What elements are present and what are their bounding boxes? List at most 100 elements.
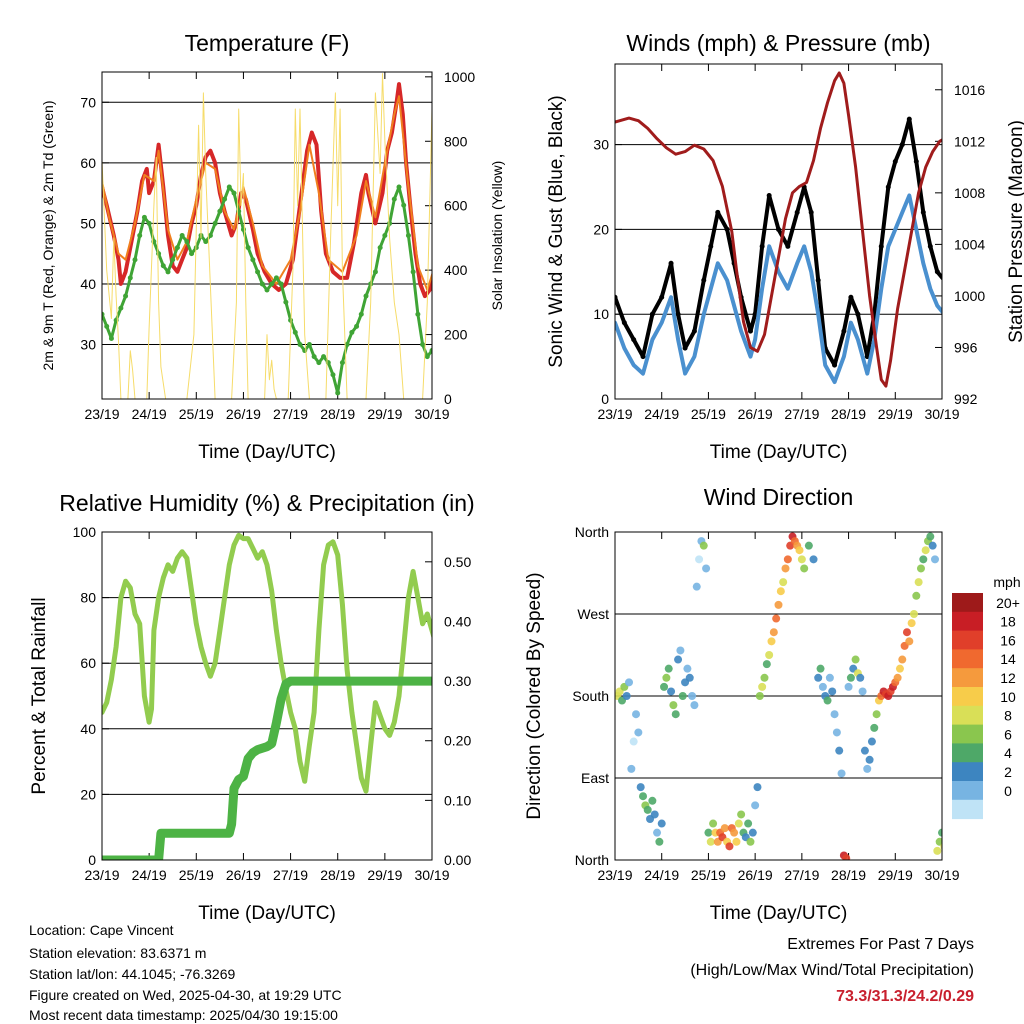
wind-direction-ytick-label: South [572, 688, 609, 704]
winds-ytick-label: 0 [601, 391, 609, 407]
wind-direction-point [945, 674, 953, 682]
temperature-series-3 [102, 73, 432, 399]
colorbar-swatch [952, 649, 983, 669]
wind-direction-point [809, 555, 818, 564]
temperature-ytick-label: 30 [80, 337, 96, 353]
temperature-series-2-point [410, 269, 416, 275]
winds-series-0-point [659, 294, 665, 300]
winds-series-0-point [615, 294, 618, 300]
winds-series-0-point [808, 209, 814, 215]
wind-direction-point [914, 578, 923, 587]
humidity-xtick-label: 28/19 [320, 867, 355, 883]
wind-direction-point [933, 846, 942, 855]
colorbar-swatch [952, 743, 983, 763]
temperature-series-2-point [292, 329, 298, 335]
winds-series-0 [615, 117, 942, 368]
wind-direction-point [779, 578, 788, 587]
winds-series-0-point [708, 243, 714, 249]
winds-series-0-point [878, 243, 884, 249]
colorbar-label: 14 [1000, 651, 1016, 667]
temperature-series-2-point [387, 220, 393, 226]
colorbar-swatch [952, 668, 983, 688]
temperature-series-2-point [118, 305, 124, 311]
winds-frame [614, 63, 943, 400]
temperature-plot-area [102, 73, 432, 399]
wind-direction-point [863, 764, 872, 773]
wind-direction-point [629, 737, 638, 746]
wind-direction-point [767, 637, 776, 646]
humidity-ytick-label: 20 [80, 786, 96, 802]
temperature-series-2-point [141, 214, 147, 220]
temperature-series-2-point [179, 233, 185, 238]
humidity-frame [101, 531, 433, 861]
humidity-xtick-label: 24/19 [132, 867, 167, 883]
temperature-xtick-label: 28/19 [320, 406, 355, 422]
humidity-ytick-label: 40 [80, 721, 96, 737]
winds-ytick-right-label: 1004 [954, 236, 985, 252]
wind-direction-point [870, 723, 879, 732]
wind-direction-point [800, 564, 809, 573]
wind-direction-point [674, 655, 683, 664]
temperature-series-2-point [405, 233, 411, 238]
wind-direction-point [744, 819, 753, 828]
temperature-ytick-right-label: 600 [444, 198, 468, 214]
wind-direction-point [930, 555, 939, 564]
colorbar-swatch [952, 611, 983, 632]
winds-series-0-point [892, 159, 898, 165]
wind-direction-point [846, 673, 855, 682]
temperature-xtick-label: 24/19 [132, 406, 167, 422]
humidity-xtick-label: 30/19 [414, 867, 449, 883]
wind-direction-point [905, 637, 914, 646]
wind-direction-point [664, 664, 673, 673]
winds-xtick-label: 23/19 [597, 406, 632, 422]
winds-series-0-point [906, 116, 912, 122]
winds-series-0-point [682, 345, 688, 351]
humidity-ytick-label: 80 [80, 590, 96, 606]
temperature-series-2-point [429, 348, 432, 354]
colorbar-swatch [952, 630, 983, 650]
winds-ytick-right-label: 992 [954, 391, 978, 407]
wind-direction-point [769, 628, 778, 637]
temperature-series-2-point [269, 281, 275, 287]
temperature-series-2-point [283, 299, 289, 305]
winds-series-0-point [766, 192, 772, 198]
wind-direction-point [921, 546, 930, 555]
humidity-xtick-label: 29/19 [367, 867, 402, 883]
winds-series-0-point [848, 294, 854, 300]
temperature-series-2-point [146, 220, 152, 226]
temperature-series-2-point [297, 342, 303, 347]
winds-ytick-right-label: 1008 [954, 185, 985, 201]
temperature-series-2-point [382, 233, 388, 238]
wind-direction-point [898, 655, 907, 664]
wind-direction-point [657, 819, 666, 828]
winds-ytick-right-label: 1000 [954, 288, 985, 304]
winds-ytick-right-label: 1012 [954, 133, 985, 149]
wind-direction-point [760, 673, 769, 682]
temperature-series-2-point [184, 239, 190, 245]
temperature-series-2-point [363, 293, 369, 299]
colorbar-label: 8 [1004, 708, 1012, 724]
temperature-series-2-point [255, 269, 261, 275]
temperature-series-2-point [250, 257, 256, 263]
temperature-series-2-point [259, 281, 265, 287]
wind-direction-point [636, 783, 645, 792]
temperature-frame [101, 71, 433, 400]
wind-direction-point [639, 792, 648, 801]
temperature-xtick-label: 29/19 [367, 406, 402, 422]
wind-direction-point [814, 673, 823, 682]
winds-ytick-label: 10 [593, 306, 609, 322]
colorbar-label: 20+ [996, 595, 1020, 611]
temperature-xtick-label: 26/19 [226, 406, 261, 422]
colorbar-title: mph [993, 574, 1020, 590]
colorbar-swatch [952, 687, 983, 707]
winds-xtick-label: 30/19 [924, 406, 959, 422]
extremes-subtitle: (High/Low/Max Wind/Total Precipitation) [690, 962, 974, 979]
winds-ytick-label: 20 [593, 221, 609, 237]
winds-ytick-label: 30 [593, 137, 609, 153]
temperature-series-2-point [420, 342, 426, 347]
winds-series-0-point [815, 277, 821, 283]
winds-series-0-point [920, 209, 926, 215]
temperature-series-0 [102, 82, 432, 299]
winds-xtick-label: 25/19 [691, 406, 726, 422]
wind-direction-point [916, 564, 925, 573]
